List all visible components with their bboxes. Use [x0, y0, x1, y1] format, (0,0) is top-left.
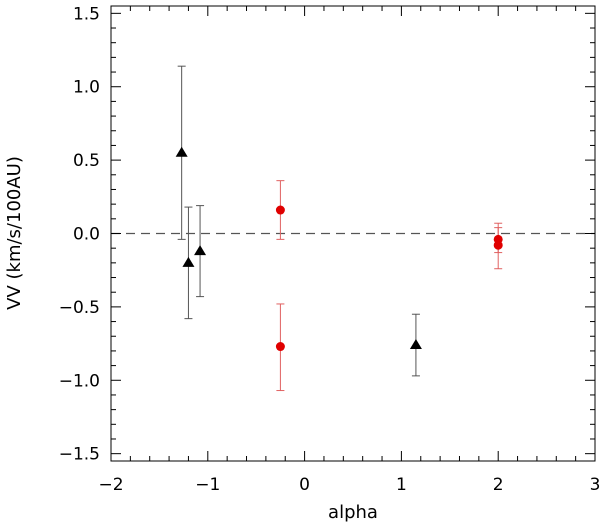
x-tick-label: −1	[195, 475, 220, 495]
x-tick-label: −2	[98, 475, 123, 495]
ticks-layer	[110, 6, 596, 461]
circle-data-point	[493, 240, 503, 250]
x-axis-title: alpha	[328, 502, 378, 523]
x-tick-label: 0	[299, 475, 310, 495]
y-tick-label: −0.5	[59, 298, 100, 318]
y-tick-label: −1.0	[59, 371, 100, 391]
triangle-data-point	[409, 339, 422, 350]
x-tick-label: 1	[396, 475, 407, 495]
x-tick-labels: −2 −1 0 1 2 3	[98, 475, 600, 495]
circle-data-point	[275, 205, 285, 215]
y-tick-label: 1.0	[73, 78, 100, 98]
error-bars-layer	[177, 65, 503, 392]
y-tick-label: 1.5	[73, 4, 100, 24]
triangle-data-point	[194, 245, 207, 256]
y-tick-label: 0.0	[73, 225, 100, 245]
circle-data-point	[275, 342, 285, 352]
y-tick-label: 0.5	[73, 151, 100, 171]
triangle-data-point	[175, 146, 188, 157]
triangle-data-point	[182, 256, 195, 267]
y-tick-labels: −1.5 −1.0 −0.5 0.0 0.5 1.0 1.5	[59, 4, 100, 464]
x-tick-label: 2	[493, 475, 504, 495]
data-points-layer	[175, 146, 503, 352]
y-tick-label: −1.5	[59, 445, 100, 465]
y-axis-title: VV (km/s/100AU)	[4, 156, 25, 310]
x-tick-label: 3	[590, 475, 600, 495]
